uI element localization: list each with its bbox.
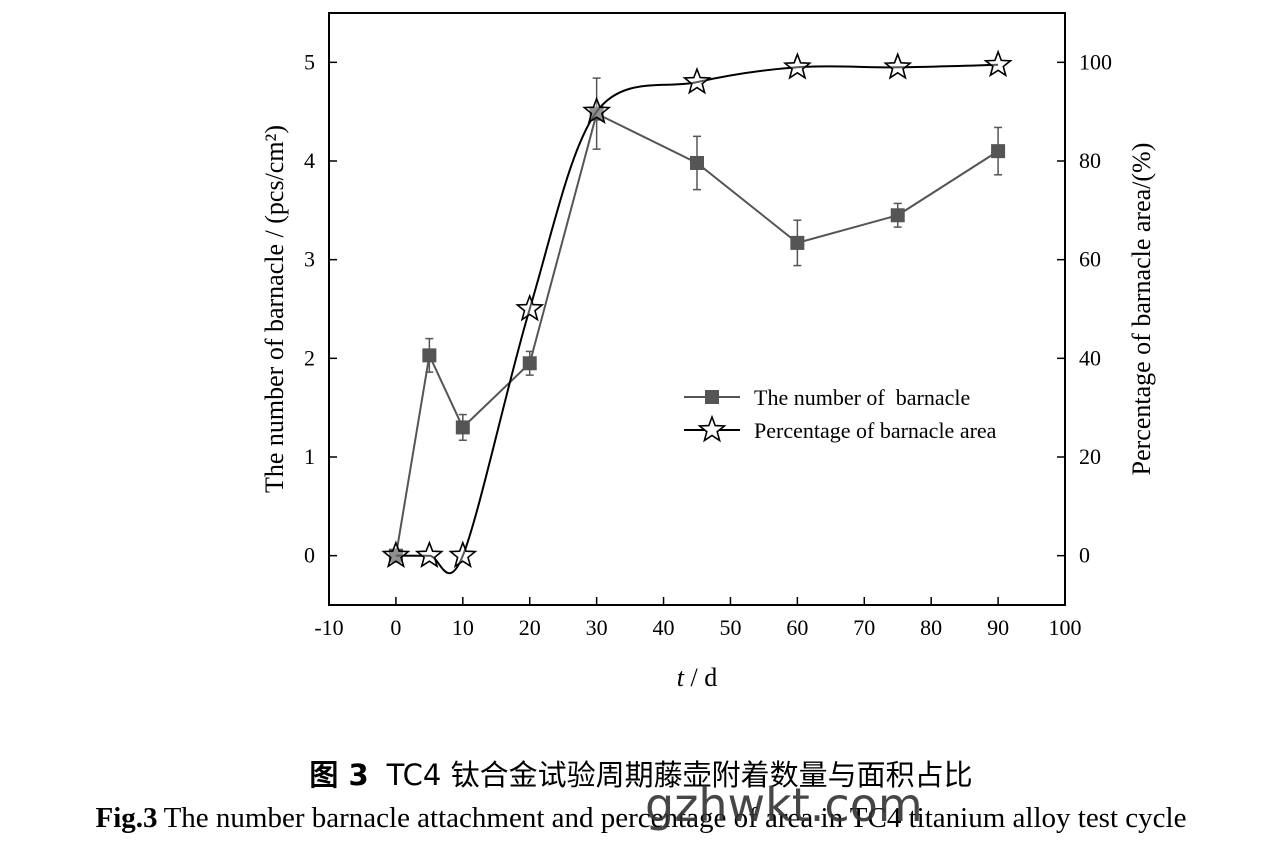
- x-tick-label: -10: [314, 615, 343, 640]
- star-marker: [883, 52, 913, 80]
- y-left-tick-label: 4: [304, 148, 315, 173]
- star-marker: [381, 540, 411, 569]
- chart: -10 0 10 20 30 40 50 60 70 80 90 100012345020406080…: [260, 12, 1156, 692]
- y-right-axis-label: Percentage of barnacle area/(%): [1127, 143, 1156, 476]
- x-tick-label: 40: [653, 615, 675, 640]
- star-marker: [515, 293, 545, 322]
- y-left-tick-label: 5: [304, 49, 315, 74]
- star-marker: [414, 540, 444, 569]
- y-left-tick-label: 3: [304, 247, 315, 272]
- legend-percentage-label: Percentage of barnacle area: [754, 418, 997, 443]
- y-right-tick-label: 100: [1079, 49, 1112, 74]
- y-left-tick-label: 0: [304, 543, 315, 568]
- square-marker: [890, 208, 905, 223]
- x-tick-label: 60: [786, 615, 808, 640]
- y-left-tick-label: 1: [304, 444, 315, 469]
- x-tick-label: 80: [920, 615, 942, 640]
- caption-english-text: The number barnacle attachment and perce…: [163, 802, 1187, 834]
- legend-number-marker: [705, 390, 719, 404]
- chart-marks: -10 0 10 20 30 40 50 60 70 80 90 100012345020406080…: [260, 12, 1156, 692]
- y-right-tick-label: 80: [1079, 148, 1101, 173]
- star-marker: [682, 66, 712, 95]
- x-tick-label: 90: [987, 615, 1009, 640]
- square-marker: [790, 235, 805, 250]
- y-right-tick-label: 60: [1079, 247, 1101, 272]
- square-marker: [455, 420, 470, 435]
- square-marker: [522, 356, 537, 371]
- x-axis-label: t / d: [677, 663, 717, 692]
- caption-english-label: Fig.3: [95, 802, 158, 834]
- star-marker: [983, 49, 1013, 78]
- caption-chinese-text: TC4 钛合金试验周期藤壶附着数量与面积占比: [386, 758, 973, 792]
- x-tick-label: 100: [1049, 615, 1082, 640]
- star-marker: [582, 96, 612, 125]
- square-marker: [991, 144, 1006, 159]
- watermark: gzhwkt.com: [645, 778, 923, 832]
- series-percentage-line: [395, 63, 999, 575]
- caption-english: Fig.3 The number barnacle attachment and …: [0, 802, 1282, 835]
- x-tick-label: 50: [719, 615, 741, 640]
- x-tick-label: 20: [519, 615, 541, 640]
- caption-chinese-label: 图 3: [309, 758, 369, 792]
- star-marker: [448, 540, 478, 569]
- y-left-tick-label: 2: [304, 345, 315, 370]
- plot-frame: [328, 12, 1066, 606]
- x-tick-label: 10: [452, 615, 474, 640]
- caption-chinese: 图 3 TC4 钛合金试验周期藤壶附着数量与面积占比: [0, 752, 1282, 794]
- x-tick-label: 70: [853, 615, 875, 640]
- y-right-tick-label: 0: [1079, 543, 1090, 568]
- y-left-axis-label: The number of barnacle / (pcs/cm²): [260, 125, 289, 493]
- x-tick-label: 30: [586, 615, 608, 640]
- legend-number-label: The number of barnacle: [754, 385, 970, 410]
- square-marker: [422, 348, 437, 363]
- legend-percentage-marker: [697, 414, 727, 443]
- y-right-tick-label: 20: [1079, 444, 1101, 469]
- square-marker: [690, 155, 704, 170]
- star-marker: [782, 52, 812, 80]
- x-tick-label: 0: [390, 615, 401, 640]
- y-right-tick-label: 40: [1079, 345, 1101, 370]
